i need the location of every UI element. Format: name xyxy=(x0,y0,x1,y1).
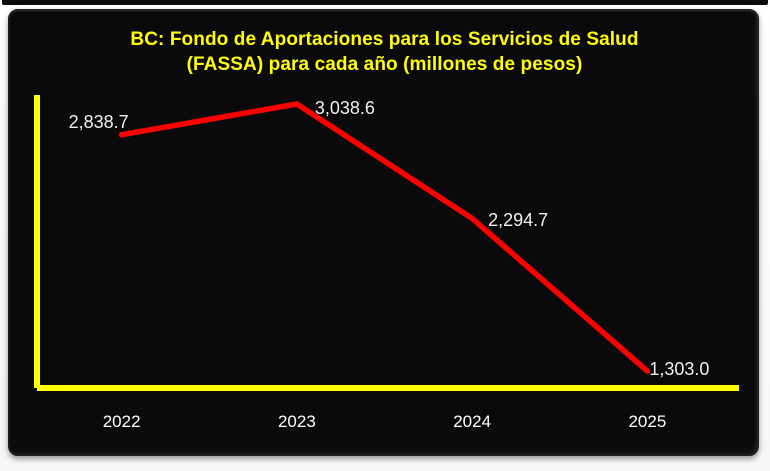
data-label-2025: 1,303.0 xyxy=(649,359,710,380)
chart-title: BC: Fondo de Aportaciones para los Servi… xyxy=(9,27,760,77)
top-edge-strip xyxy=(2,0,768,5)
x-tick-label-2025: 2025 xyxy=(628,412,667,431)
chart-title-line-1: BC: Fondo de Aportaciones para los Servi… xyxy=(130,29,639,50)
chart-frame: BC: Fondo de Aportaciones para los Servi… xyxy=(8,9,759,456)
chart-title-line-2: (FASSA) para cada año (millones de pesos… xyxy=(186,54,583,75)
data-line-series xyxy=(118,101,651,374)
x-tick-label-2024: 2024 xyxy=(453,412,492,431)
data-label-2022: 2,838.7 xyxy=(68,111,129,132)
x-tick-label-2023: 2023 xyxy=(277,412,316,431)
axis-lines xyxy=(34,95,739,391)
data-label-2023: 3,038.6 xyxy=(314,97,375,118)
x-tick-label-2022: 2022 xyxy=(102,412,141,431)
data-label-2024: 2,294.7 xyxy=(488,210,549,231)
